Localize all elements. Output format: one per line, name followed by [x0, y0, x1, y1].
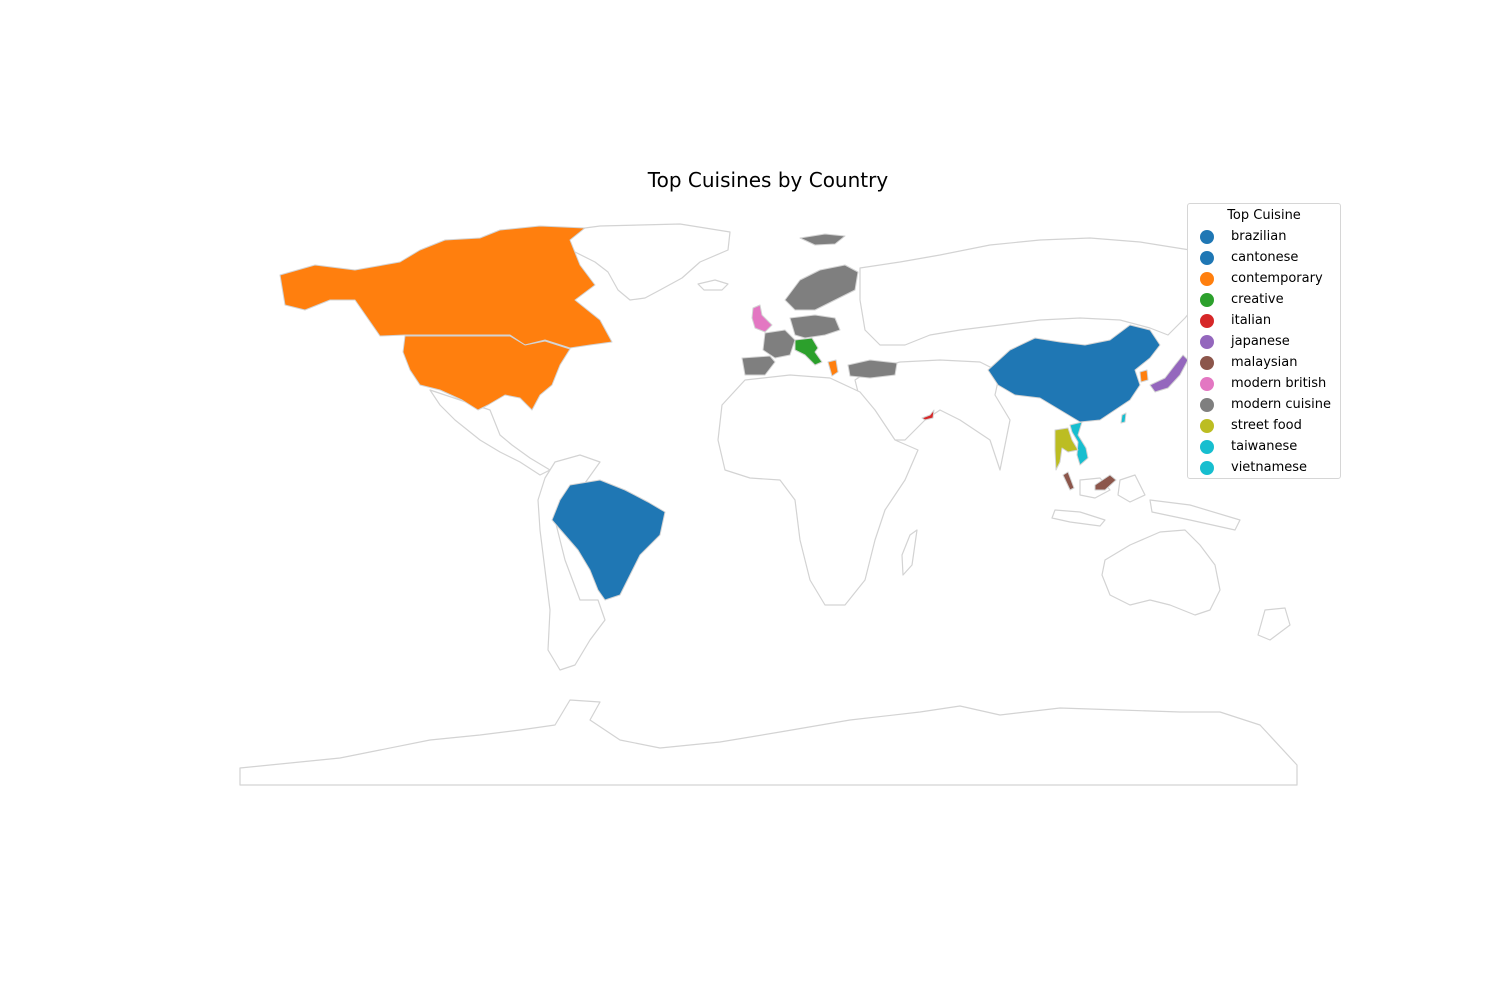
legend-marker — [1200, 460, 1214, 475]
iceland — [697, 279, 729, 291]
map-legend: Top Cuisine brazilian cantonese contempora… — [1187, 203, 1341, 479]
legend-item: cantonese — [1200, 247, 1298, 268]
legend-label: italian — [1231, 313, 1272, 328]
legend-marker — [1200, 418, 1214, 433]
legend-label: contemporary — [1231, 271, 1323, 286]
legend-item: modern cuisine — [1200, 394, 1331, 415]
country-uk — [751, 304, 773, 333]
highlighted-countries — [279, 225, 1189, 601]
legend-item: vietnamese — [1200, 457, 1307, 478]
legend-marker — [1200, 376, 1214, 391]
country-scandinavia — [784, 264, 859, 311]
country-vietnam — [1069, 421, 1089, 466]
greenland — [554, 223, 731, 301]
new-zealand — [1257, 607, 1291, 641]
legend-marker — [1200, 271, 1214, 286]
legend-label: malaysian — [1231, 355, 1298, 370]
country-turkey — [847, 359, 898, 379]
legend-item: italian — [1200, 310, 1271, 331]
southeast-asia-islands — [1051, 474, 1241, 531]
country-central-europe — [789, 314, 841, 339]
legend-label: modern british — [1231, 376, 1327, 391]
legend-marker — [1200, 397, 1214, 412]
country-italy — [794, 337, 823, 366]
country-taiwan — [1120, 412, 1127, 424]
legend-marker — [1200, 250, 1214, 265]
legend-item: creative — [1200, 289, 1284, 310]
country-japan — [1149, 354, 1189, 393]
legend-label: modern cuisine — [1231, 397, 1331, 412]
legend-item: japanese — [1200, 331, 1290, 352]
legend-item: taiwanese — [1200, 436, 1297, 457]
legend-item: modern british — [1200, 373, 1326, 394]
country-france — [762, 329, 796, 359]
africa — [717, 374, 919, 606]
legend-label: brazilian — [1231, 229, 1287, 244]
map-title: Top Cuisines by Country — [647, 168, 889, 192]
legend-marker — [1200, 313, 1214, 328]
legend-label: vietnamese — [1231, 460, 1308, 475]
country-canada — [279, 225, 613, 349]
legend-label: street food — [1231, 418, 1302, 433]
country-spain — [741, 355, 776, 376]
legend-marker — [1200, 292, 1214, 307]
madagascar — [901, 529, 918, 576]
country-usa — [402, 335, 571, 411]
legend-item: street food — [1200, 415, 1302, 436]
country-china — [987, 324, 1161, 423]
legend-label: cantonese — [1231, 250, 1299, 265]
country-south-korea — [1139, 369, 1149, 383]
legend-marker — [1200, 355, 1214, 370]
country-greece — [827, 359, 839, 377]
legend-label: japanese — [1231, 334, 1290, 349]
australia — [1101, 529, 1221, 616]
country-brazil — [551, 479, 666, 601]
country-malaysia — [1062, 471, 1117, 491]
legend-label: creative — [1231, 292, 1284, 307]
legend-marker — [1200, 439, 1214, 454]
country-uae — [921, 409, 935, 421]
legend-title: Top Cuisine — [1227, 208, 1301, 223]
legend-marker — [1200, 229, 1214, 244]
legend-marker — [1200, 334, 1214, 349]
country-thailand — [1054, 427, 1079, 471]
antarctica — [239, 699, 1298, 786]
country-svalbard — [799, 233, 846, 246]
legend-item: brazilian — [1200, 226, 1286, 247]
mexico-central-america — [429, 389, 551, 476]
legend-label: taiwanese — [1231, 439, 1298, 454]
legend-item: contemporary — [1200, 268, 1323, 289]
legend-item: malaysian — [1200, 352, 1298, 373]
